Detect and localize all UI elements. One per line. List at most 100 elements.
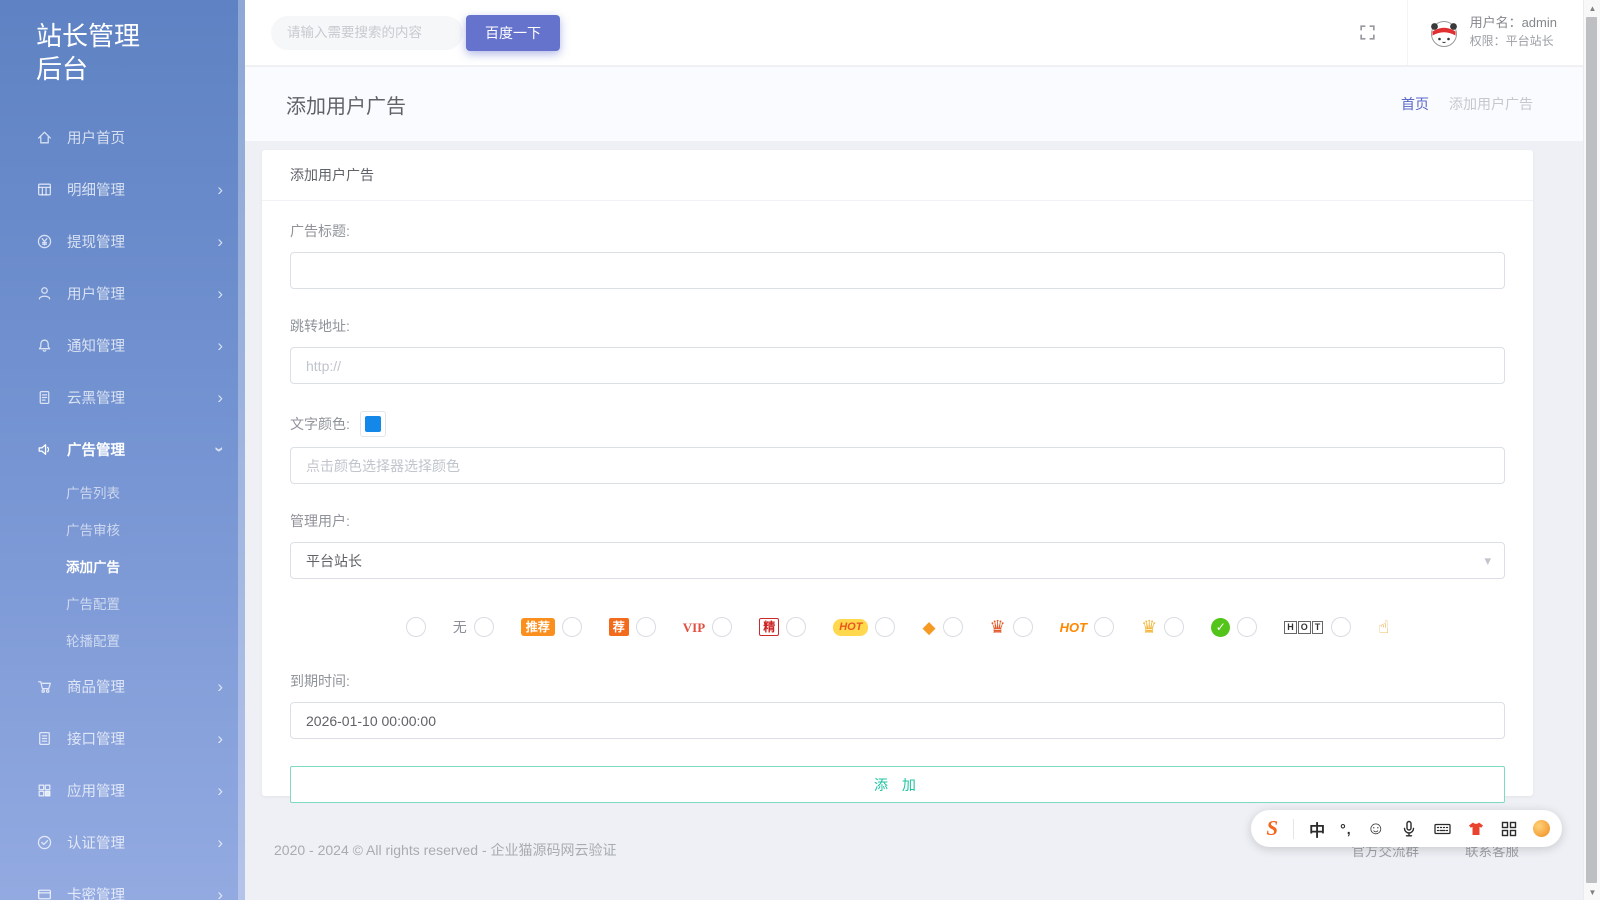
ad-style-radio-check-green[interactable] (1237, 617, 1258, 637)
ad-style-tag-outline-red: 精 (759, 618, 780, 636)
scrollbar-down-arrow[interactable]: ▼ (1588, 887, 1597, 897)
virtual-keyboard-icon[interactable] (1433, 820, 1452, 838)
scrollbar-up-arrow[interactable]: ▲ (1588, 3, 1597, 13)
expire-time-input[interactable] (290, 702, 1505, 739)
toolbox-icon[interactable] (1500, 820, 1518, 838)
skin-center-icon[interactable] (1467, 820, 1485, 838)
app-title: 站长管理后台 (36, 21, 141, 84)
sidebar-item-label: 提现管理 (67, 234, 125, 251)
sidebar-subitem-ad-list[interactable]: 广告列表 (66, 486, 120, 501)
page-header: 添加用户广告 首页 添加用户广告 (245, 67, 1583, 141)
sidebar-subitem-ad-add[interactable]: 添加广告 (66, 560, 120, 575)
sidebar-item-cardkey[interactable]: 卡密管理 › (0, 868, 245, 900)
footer-link-group[interactable]: 官方交流群 (1351, 844, 1420, 859)
sidebar-subitem-ad-review[interactable]: 广告审核 (66, 523, 120, 538)
sidebar-item-goods[interactable]: 商品管理 › (0, 660, 245, 712)
admin-user-select[interactable]: 平台站长 ▾ (290, 542, 1505, 579)
sidebar-item-detail[interactable]: 明细管理 › (0, 163, 245, 215)
ad-style-option-crown-red: ♛ (990, 617, 1033, 637)
ad-style-tag-pill-yellow: HOT (833, 618, 869, 636)
footer: 2020 - 2024 © All rights reserved - 企业猫源… (262, 840, 1533, 860)
fullscreen-icon[interactable] (1358, 23, 1377, 42)
user-panel[interactable]: 用户名：admin 权限：平台站长 (1406, 0, 1583, 65)
ad-style-tag-crown-red: ♛ (989, 617, 1006, 637)
add-button[interactable]: 添 加 (290, 766, 1505, 803)
ad-style-radio-blank[interactable] (405, 617, 426, 637)
chevron-right-icon: › (217, 335, 223, 355)
admin-user-value: 平台站长 (306, 552, 362, 569)
admin-user-group: 管理用户: 平台站长 ▾ (290, 511, 1505, 579)
punctuation-icon[interactable]: °, (1340, 820, 1352, 837)
user-icon (36, 285, 53, 302)
sidebar-menu: 用户首页 明细管理 › 提现管理 › 用户管理 › 通知管理 › 云黑管理 › 广告管理 › 广告列表 广告… (0, 111, 245, 900)
voice-input-icon[interactable] (1400, 820, 1418, 838)
ad-style-radio-pill-yellow[interactable] (875, 617, 896, 637)
chevron-right-icon: › (217, 832, 223, 852)
footer-link-support[interactable]: 联系客服 (1465, 844, 1519, 859)
breadcrumb-home[interactable]: 首页 (1401, 96, 1429, 112)
ad-style-option-pill-yellow: HOT (833, 617, 896, 637)
sogou-logo-icon[interactable]: S (1266, 816, 1279, 840)
ad-color-group: 文字颜色: (290, 411, 1505, 484)
user-info: 用户名：admin 权限：平台站长 (1470, 14, 1557, 50)
sidebar-subitem-carousel-config[interactable]: 轮播配置 (66, 634, 120, 649)
ad-url-label: 跳转地址: (290, 318, 350, 334)
sidebar-item-notice[interactable]: 通知管理 › (0, 319, 245, 371)
chevron-right-icon: › (217, 728, 223, 748)
ad-style-option-gem: ◆ (922, 617, 963, 637)
sidebar-item-apps[interactable]: 应用管理 › (0, 764, 245, 816)
add-ad-card: 添加用户广告 广告标题: 跳转地址: 文字颜色: (262, 150, 1533, 803)
sidebar-item-auth[interactable]: 认证管理 › (0, 816, 245, 868)
sidebar-item-label: 明细管理 (67, 182, 125, 199)
chinese-mode-icon[interactable]: 中 (1309, 822, 1326, 840)
chevron-right-icon: › (217, 884, 223, 900)
ad-style-radio-crown-gold[interactable] (1164, 617, 1185, 637)
ad-style-radio-pill-orange[interactable] (561, 617, 582, 637)
ad-url-input[interactable] (290, 347, 1505, 384)
sidebar-subitem-ad-config[interactable]: 广告配置 (66, 597, 120, 612)
sidebar-item-users[interactable]: 用户管理 › (0, 267, 245, 319)
chevron-right-icon: › (217, 676, 223, 696)
ad-style-option-thumb: ☝ (1378, 618, 1389, 636)
sidebar-item-label: 云黑管理 (67, 390, 125, 407)
notice-icon (36, 337, 53, 354)
withdraw-icon (36, 233, 53, 250)
ad-style-radio-hot-text[interactable] (1094, 617, 1115, 637)
ad-style-option-check-green: ✓ (1211, 617, 1258, 637)
footer-links: 官方交流群 联系客服 (1352, 840, 1520, 860)
ad-style-radio-outline-red[interactable] (786, 617, 807, 637)
ad-title-input[interactable] (290, 252, 1505, 289)
sidebar-item-label: 认证管理 (67, 835, 125, 852)
ad-style-radio-crown-red[interactable] (1012, 617, 1033, 637)
ad-style-radio-boxed[interactable] (1331, 617, 1352, 637)
detail-icon (36, 181, 53, 198)
baidu-search-button[interactable]: 百度一下 (466, 14, 560, 51)
scrollbar-thumb[interactable] (1586, 17, 1597, 883)
expire-time-label: 到期时间: (290, 673, 350, 689)
search-input[interactable] (271, 15, 463, 50)
window-scrollbar[interactable]: ▲ ▼ (1583, 0, 1600, 900)
sidebar-item-ads[interactable]: 广告管理 › (0, 423, 245, 475)
chevron-right-icon: › (217, 387, 223, 407)
color-swatch (364, 416, 381, 432)
chevron-right-icon: › (217, 179, 223, 199)
sidebar-item-label: 广告管理 (67, 442, 125, 459)
color-picker-button[interactable] (359, 411, 386, 437)
emoji-picker-icon[interactable]: ☺ (1366, 818, 1385, 838)
hidden-emoji-icon[interactable] (1533, 820, 1550, 837)
main-content: 添加用户广告 广告标题: 跳转地址: 文字颜色: (245, 141, 1583, 900)
ad-style-tag-plain: 无 (452, 619, 467, 635)
sidebar-item-api[interactable]: 接口管理 › (0, 712, 245, 764)
sidebar-item-cloudblack[interactable]: 云黑管理 › (0, 371, 245, 423)
ad-style-option-square-orange: 荐 (608, 617, 656, 637)
sidebar-item-withdraw[interactable]: 提现管理 › (0, 215, 245, 267)
auth-icon (36, 834, 53, 851)
ad-style-radio-vip[interactable] (712, 617, 733, 637)
ad-color-input[interactable] (290, 447, 1505, 484)
ad-style-radio-gem[interactable] (942, 617, 963, 637)
topbar: 百度一下 (245, 0, 1583, 66)
ad-style-radio-plain[interactable] (473, 617, 494, 637)
ad-style-radio-square-orange[interactable] (635, 617, 656, 637)
sidebar-item-user-home[interactable]: 用户首页 (0, 111, 245, 163)
ad-style-option-plain: 无 (453, 617, 494, 637)
